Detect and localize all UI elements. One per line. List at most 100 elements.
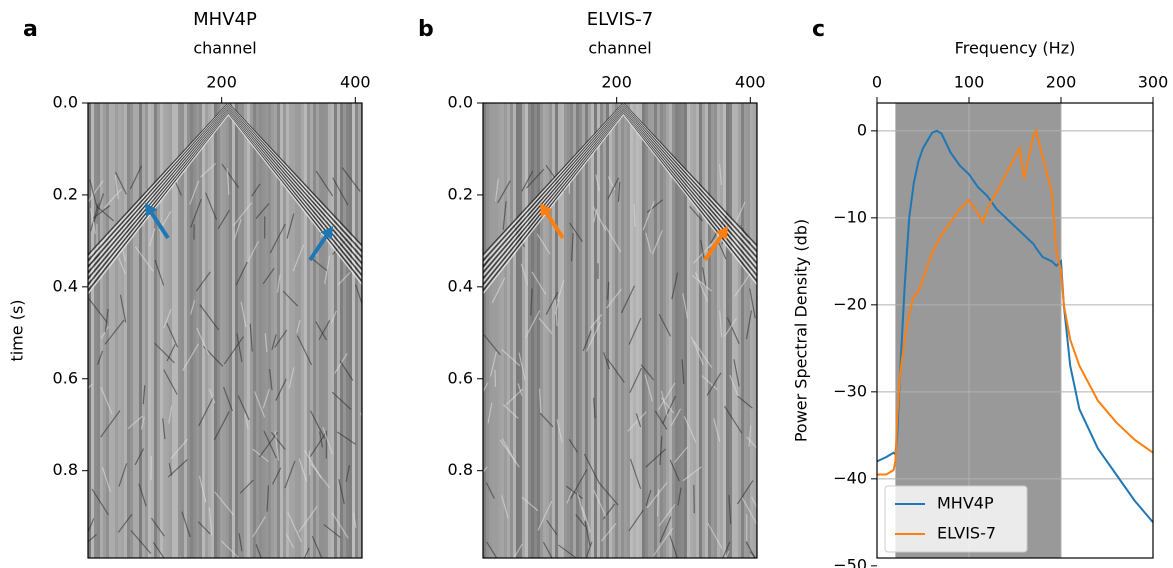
y-tick-label: −30	[833, 381, 867, 400]
x-tick-label: 200	[206, 73, 237, 92]
trace-stripe	[208, 103, 211, 558]
trace-stripe	[145, 103, 148, 558]
event-wiggle	[569, 222, 583, 242]
event-wiggle	[270, 432, 286, 450]
event-wiggle	[190, 300, 196, 315]
event-wiggle	[189, 180, 200, 205]
event-wiggle	[255, 202, 270, 220]
trace-stripe	[274, 103, 277, 558]
trace-stripe	[199, 103, 202, 558]
trace-stripe	[283, 103, 286, 558]
event-wiggle	[620, 285, 636, 314]
event-wiggle	[199, 304, 220, 331]
y-tick-label: 0.4	[53, 276, 78, 295]
event-wiggle	[115, 171, 127, 195]
event-wiggle	[190, 198, 202, 228]
trace-stripe	[205, 103, 208, 558]
event-wiggle	[168, 405, 173, 424]
trace-stripe	[268, 103, 271, 558]
event-wiggle	[200, 162, 217, 178]
event-wiggle	[628, 509, 644, 532]
event-wiggle	[749, 551, 757, 558]
event-wiggle	[286, 213, 295, 239]
trace-stripe	[277, 103, 280, 558]
event-wiggle	[264, 333, 268, 353]
arrow	[703, 231, 726, 262]
event-wiggle	[205, 192, 218, 220]
event-wiggle	[524, 310, 541, 339]
event-wiggle	[538, 317, 553, 335]
event-wiggle	[589, 313, 603, 329]
trace-stripe	[645, 103, 648, 558]
trace-stripe	[331, 103, 334, 558]
event-wiggle	[604, 225, 622, 253]
event-wiggle	[262, 388, 270, 409]
event-wiggle	[499, 439, 520, 468]
event-wiggle	[723, 317, 737, 337]
event-wiggle	[323, 524, 341, 539]
trace-stripe	[295, 103, 298, 558]
trace-stripe	[717, 103, 720, 558]
trace-stripe	[537, 103, 540, 558]
trace-stripe	[546, 103, 549, 558]
event-wiggle	[233, 202, 253, 227]
event-wiggle	[736, 480, 754, 505]
trace-stripe	[340, 103, 343, 558]
y-tick-label: 0.6	[53, 368, 78, 387]
first-arrival	[483, 113, 757, 295]
event-wiggle	[700, 239, 705, 259]
trace-stripe	[510, 103, 513, 558]
event-wiggle	[238, 533, 243, 552]
y-tick-label: 0.2	[53, 184, 78, 203]
event-wiggle	[658, 313, 672, 337]
event-wiggle	[554, 299, 558, 327]
event-wiggle	[154, 259, 165, 286]
trace-stripe	[702, 103, 705, 558]
trace-stripe	[591, 103, 594, 558]
event-wiggle	[749, 288, 756, 319]
event-wiggle	[274, 431, 279, 461]
event-wiggle	[607, 177, 620, 200]
event-wiggle	[570, 469, 588, 499]
event-wiggle	[269, 223, 286, 254]
trace-stripe	[250, 103, 253, 558]
event-wiggle	[282, 290, 299, 307]
trace-stripe	[687, 103, 690, 558]
arrow-head	[715, 226, 728, 240]
event-wiggle	[646, 482, 668, 509]
event-wiggle	[324, 255, 331, 285]
x-tick-label: 300	[1138, 73, 1169, 92]
event-wiggle	[671, 272, 679, 300]
trace-stripe	[124, 103, 127, 558]
event-wiggle	[298, 506, 318, 533]
panel-title: ELVIS-7	[587, 9, 653, 30]
trace-stripe	[313, 103, 316, 558]
trace-stripe	[346, 103, 349, 558]
event-wiggle	[319, 431, 323, 448]
event-wiggle	[707, 522, 723, 549]
event-wiggle	[673, 446, 689, 463]
event-wiggle	[537, 500, 553, 531]
trace-stripe	[552, 103, 555, 558]
event-wiggle	[657, 382, 676, 411]
trace-stripe	[310, 103, 313, 558]
event-wiggle	[694, 272, 708, 302]
event-wiggle	[163, 369, 178, 395]
event-wiggle	[303, 547, 310, 558]
event-wiggle	[505, 388, 524, 406]
trace-stripe	[609, 103, 612, 558]
trace-stripe	[750, 103, 753, 558]
event-wiggle	[247, 240, 260, 262]
event-wiggle	[315, 170, 334, 197]
y-axis-label: Power Spectral Density (db)	[792, 219, 811, 442]
event-wiggle	[208, 507, 213, 536]
event-wiggle	[746, 436, 757, 450]
trace-stripe	[316, 103, 319, 558]
trace-stripe	[597, 103, 600, 558]
trace-stripe	[735, 103, 738, 558]
trace-stripe	[723, 103, 726, 558]
trace-stripe	[241, 103, 244, 558]
trace-stripe	[708, 103, 711, 558]
event-wiggle	[170, 438, 188, 459]
trace-stripe	[522, 103, 525, 558]
